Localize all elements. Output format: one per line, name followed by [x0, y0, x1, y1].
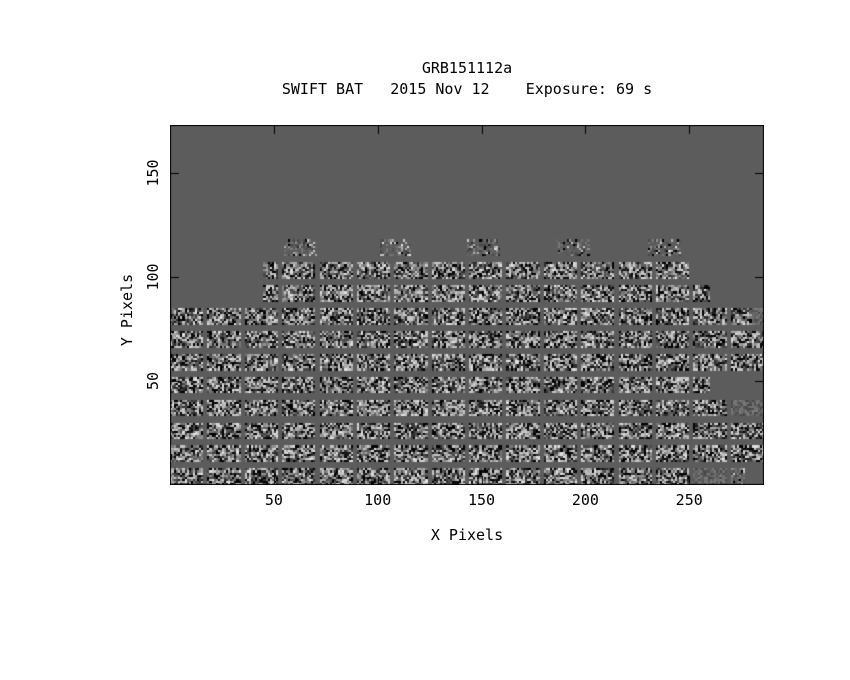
x-tick-label: 200 — [571, 491, 599, 509]
y-tick-label: 150 — [144, 159, 162, 187]
x-axis-label: X Pixels — [430, 526, 504, 544]
x-tick-label: 250 — [675, 491, 703, 509]
x-tick-label: 150 — [467, 491, 496, 509]
y-axis-label: Y Pixels — [118, 273, 136, 347]
x-tick-label: 50 — [264, 491, 283, 509]
chart-title: GRB151112a — [421, 59, 513, 77]
x-tick-label: 100 — [364, 491, 392, 509]
y-tick-label: 50 — [144, 371, 162, 390]
y-tick-label: 100 — [144, 263, 162, 291]
detector-plane-image — [170, 125, 764, 485]
chart-subtitle: SWIFT BAT 2015 Nov 12 Exposure: 69 s — [281, 80, 653, 98]
